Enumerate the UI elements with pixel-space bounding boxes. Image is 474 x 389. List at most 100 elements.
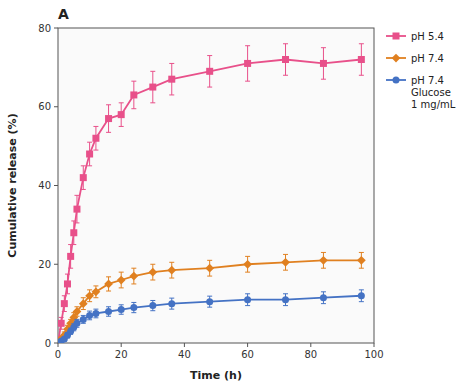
y-tick [54, 185, 58, 186]
y-tick [54, 343, 58, 344]
legend-marker [392, 54, 401, 63]
legend-label: pH 5.4 [411, 31, 444, 42]
legend-label: pH 7.4Glucose1 mg/mL [411, 75, 456, 110]
chart: 020406080100020406080ATime (h)Cumulative… [0, 0, 474, 389]
error-bar [169, 63, 174, 95]
point [105, 308, 112, 315]
point [118, 111, 125, 118]
error-bar [321, 48, 326, 80]
y-tick [54, 106, 58, 107]
point [118, 306, 125, 313]
y-tick [54, 28, 58, 29]
error-bar [74, 195, 79, 223]
point [320, 60, 327, 67]
x-tick [247, 343, 248, 347]
series-line [58, 260, 361, 343]
point [117, 276, 126, 285]
error-bar [321, 292, 326, 304]
point [358, 292, 365, 299]
point [130, 304, 137, 311]
y-tick [54, 264, 58, 265]
error-bar [93, 126, 98, 150]
y-axis-label: Cumulative release (%) [6, 113, 19, 257]
point [149, 302, 156, 309]
error-bar [68, 245, 73, 269]
error-bar [119, 103, 124, 127]
point [104, 280, 113, 289]
error-bar [71, 221, 76, 245]
point [61, 300, 68, 307]
error-bar [106, 105, 111, 133]
y-tick-label: 40 [38, 180, 51, 191]
error-bar [93, 309, 98, 318]
point [73, 320, 80, 327]
point [148, 268, 157, 277]
point [168, 300, 175, 307]
x-tick-label: 100 [364, 349, 383, 360]
point [86, 312, 93, 319]
point [244, 60, 251, 67]
point [70, 229, 77, 236]
point [80, 316, 87, 323]
point [79, 299, 88, 308]
legend-marker [393, 77, 400, 84]
point [244, 296, 251, 303]
plot-data [58, 44, 366, 343]
series-line [58, 296, 361, 343]
error-bar [207, 296, 212, 307]
point [320, 294, 327, 301]
error-bar [283, 294, 288, 306]
error-bar [74, 319, 79, 327]
error-bar [283, 44, 288, 76]
point [130, 91, 137, 98]
point [282, 56, 289, 63]
x-tick-label: 20 [115, 349, 128, 360]
error-bar [62, 296, 67, 312]
plot-background [58, 28, 374, 343]
x-tick [310, 343, 311, 347]
x-tick [184, 343, 185, 347]
y-tick-label: 60 [38, 101, 51, 112]
series-line [58, 60, 361, 344]
point [105, 115, 112, 122]
point [319, 256, 328, 265]
point [67, 253, 74, 260]
point [205, 264, 214, 273]
x-tick-label: 40 [178, 349, 191, 360]
point [92, 135, 99, 142]
point [129, 272, 138, 281]
point [149, 84, 156, 91]
point [167, 266, 176, 275]
point [206, 298, 213, 305]
point [168, 76, 175, 83]
y-tick-label: 20 [38, 259, 51, 270]
point [358, 56, 365, 63]
point [58, 320, 65, 327]
error-bar [359, 44, 364, 76]
error-bar [150, 71, 155, 103]
point [73, 206, 80, 213]
x-tick-label: 80 [304, 349, 317, 360]
point [282, 296, 289, 303]
point [92, 287, 101, 296]
x-tick-label: 0 [55, 349, 61, 360]
error-bar [245, 46, 250, 81]
legend: pH 5.4 pH 7.4 pH 7.4Glucose1 mg/mL [386, 31, 456, 110]
error-bar [131, 302, 136, 312]
plot-frame [58, 28, 374, 343]
point [243, 260, 252, 269]
point [92, 310, 99, 317]
x-axis-label: Time (h) [190, 369, 242, 382]
point [206, 68, 213, 75]
legend-label: pH 7.4 [411, 53, 444, 64]
error-bar [87, 142, 92, 166]
point [86, 151, 93, 158]
title: A [58, 6, 69, 22]
point [80, 174, 87, 181]
error-bar [169, 298, 174, 309]
point [73, 307, 82, 316]
error-bar [119, 305, 124, 314]
error-bar [81, 315, 86, 323]
error-bar [359, 290, 364, 302]
x-tick [58, 343, 59, 347]
